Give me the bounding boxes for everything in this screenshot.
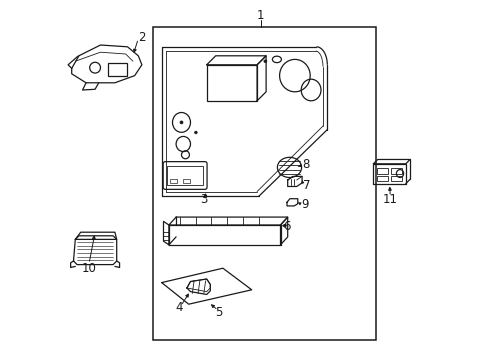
Ellipse shape [180,121,183,124]
Text: 4: 4 [175,301,183,314]
Text: 5: 5 [215,306,223,319]
Bar [376,176,387,181]
Ellipse shape [264,60,266,63]
Text: 9: 9 [301,198,308,211]
Text: 7: 7 [302,179,309,192]
Ellipse shape [194,131,197,134]
Text: 1: 1 [256,9,264,22]
Bar [167,166,203,185]
Bar [206,65,257,101]
Text: 8: 8 [302,158,309,171]
Bar [376,168,387,174]
Bar [152,27,375,340]
Text: 3: 3 [200,193,207,206]
Text: 11: 11 [382,193,397,206]
Bar [390,168,401,174]
Bar [107,63,127,76]
Text: 6: 6 [283,220,290,233]
Bar [170,179,177,183]
Text: 10: 10 [81,262,96,275]
Bar [182,179,189,183]
Bar [390,176,401,181]
Text: 2: 2 [138,31,145,44]
